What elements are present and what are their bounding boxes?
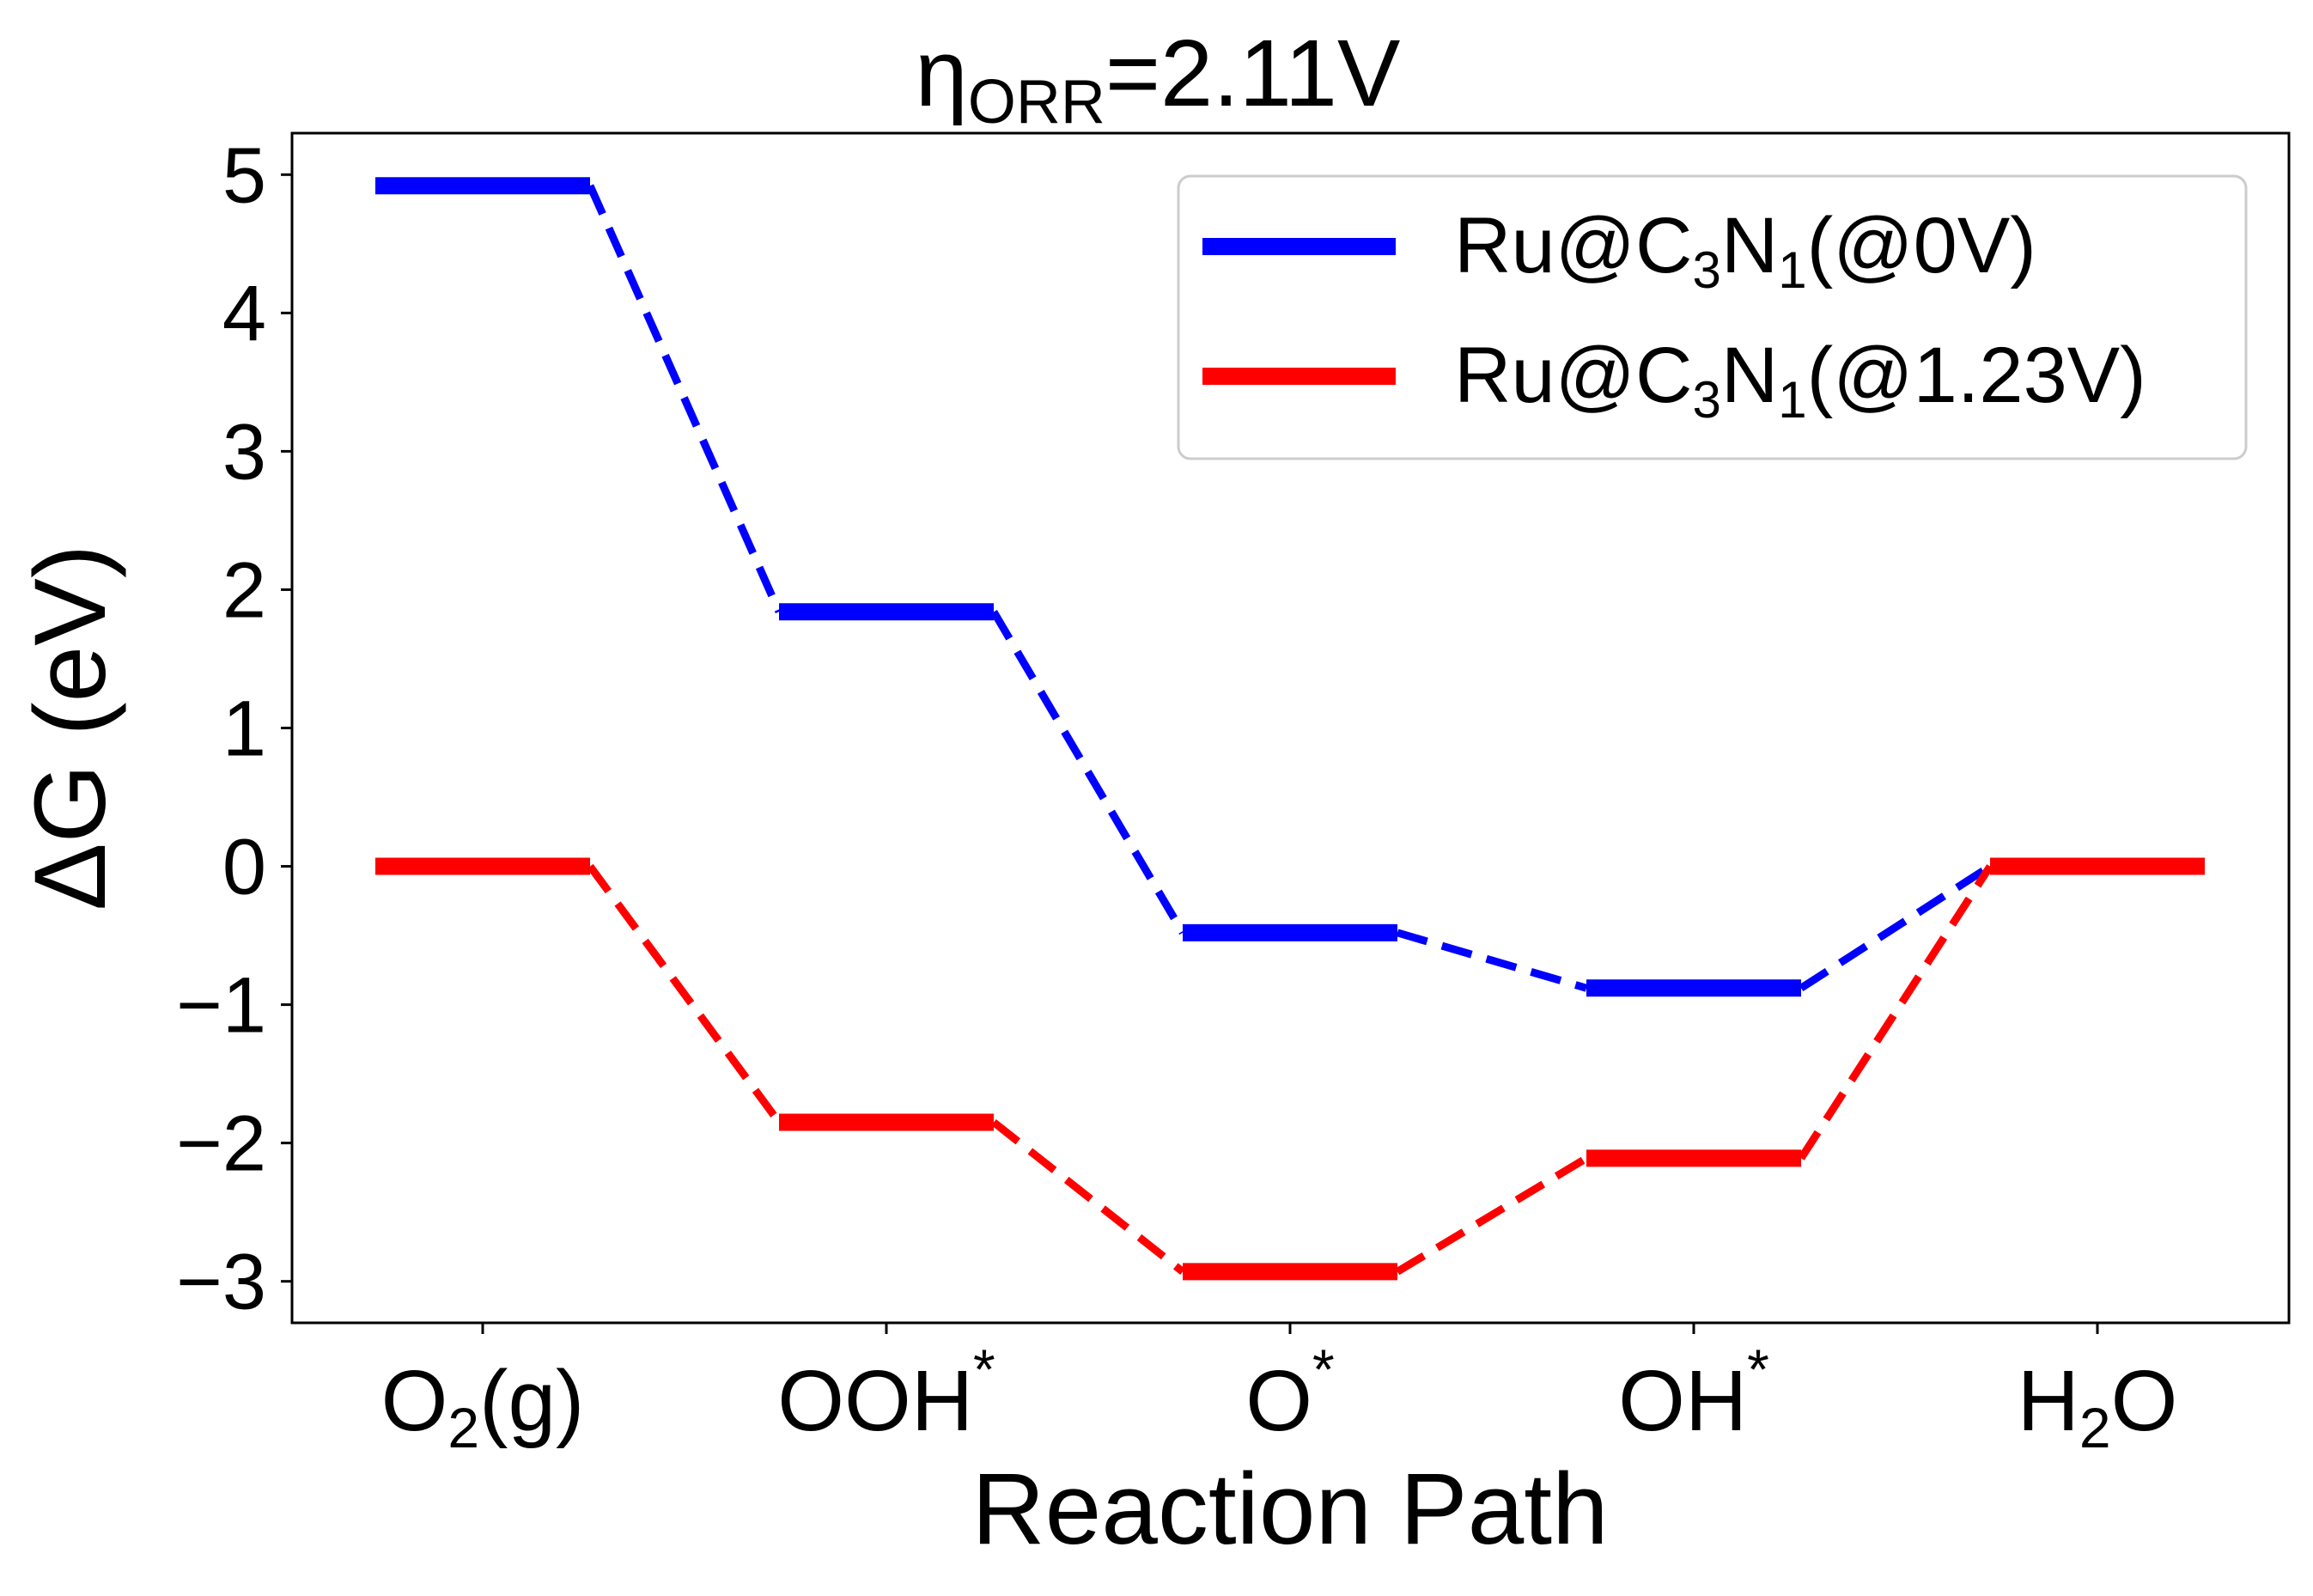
y-axis: 5 4 3 2 1 0 −1 −2 −3	[176, 131, 292, 1326]
y-axis-label: ΔG (eV)	[14, 545, 127, 911]
y-tick-label-3: 2	[222, 546, 266, 634]
series-1-connector-2	[1395, 1154, 1589, 1276]
y-tick-label-6: −1	[176, 962, 266, 1050]
legend-label-1: Ru@C3N1(@1.23V)	[1454, 332, 2146, 429]
y-tick-label-2: 3	[222, 408, 266, 496]
y-tick-label-5: 0	[222, 824, 266, 911]
x-tick-label-0: O2(g)	[381, 1353, 585, 1459]
series-0-connector-1	[990, 609, 1186, 935]
series-0-connector-3	[1799, 862, 1993, 992]
series-layer	[375, 177, 2205, 1281]
legend: Ru@C3N1(@0V) Ru@C3N1(@1.23V)	[1177, 174, 2248, 460]
legend-frame	[1177, 174, 2248, 460]
series-0-connector-0	[586, 184, 783, 614]
series-0-connector-2	[1396, 929, 1588, 992]
y-tick-label-7: −2	[176, 1100, 266, 1188]
x-tick-label-1: OOH*	[777, 1337, 995, 1449]
x-tick-label-4: H2O	[2018, 1353, 2178, 1459]
series-1-connector-1	[991, 1118, 1185, 1275]
y-tick-label-0: 5	[222, 131, 266, 219]
series-1-connector-0	[587, 863, 782, 1125]
x-axis: O2(g) OOH* O* OH* H2O	[381, 1323, 2178, 1459]
series-1-connector-3	[1798, 864, 1993, 1160]
y-tick-label-8: −3	[176, 1239, 266, 1326]
x-tick-label-3: OH*	[1618, 1337, 1769, 1449]
legend-label-0: Ru@C3N1(@0V)	[1454, 202, 2036, 299]
y-tick-label-1: 4	[222, 270, 266, 357]
chart-title: ηORR=2.11V	[916, 21, 1401, 137]
x-tick-label-2: O*	[1245, 1337, 1334, 1449]
y-tick-label-4: 1	[222, 685, 266, 773]
x-axis-label: Reaction Path	[971, 1453, 1608, 1566]
